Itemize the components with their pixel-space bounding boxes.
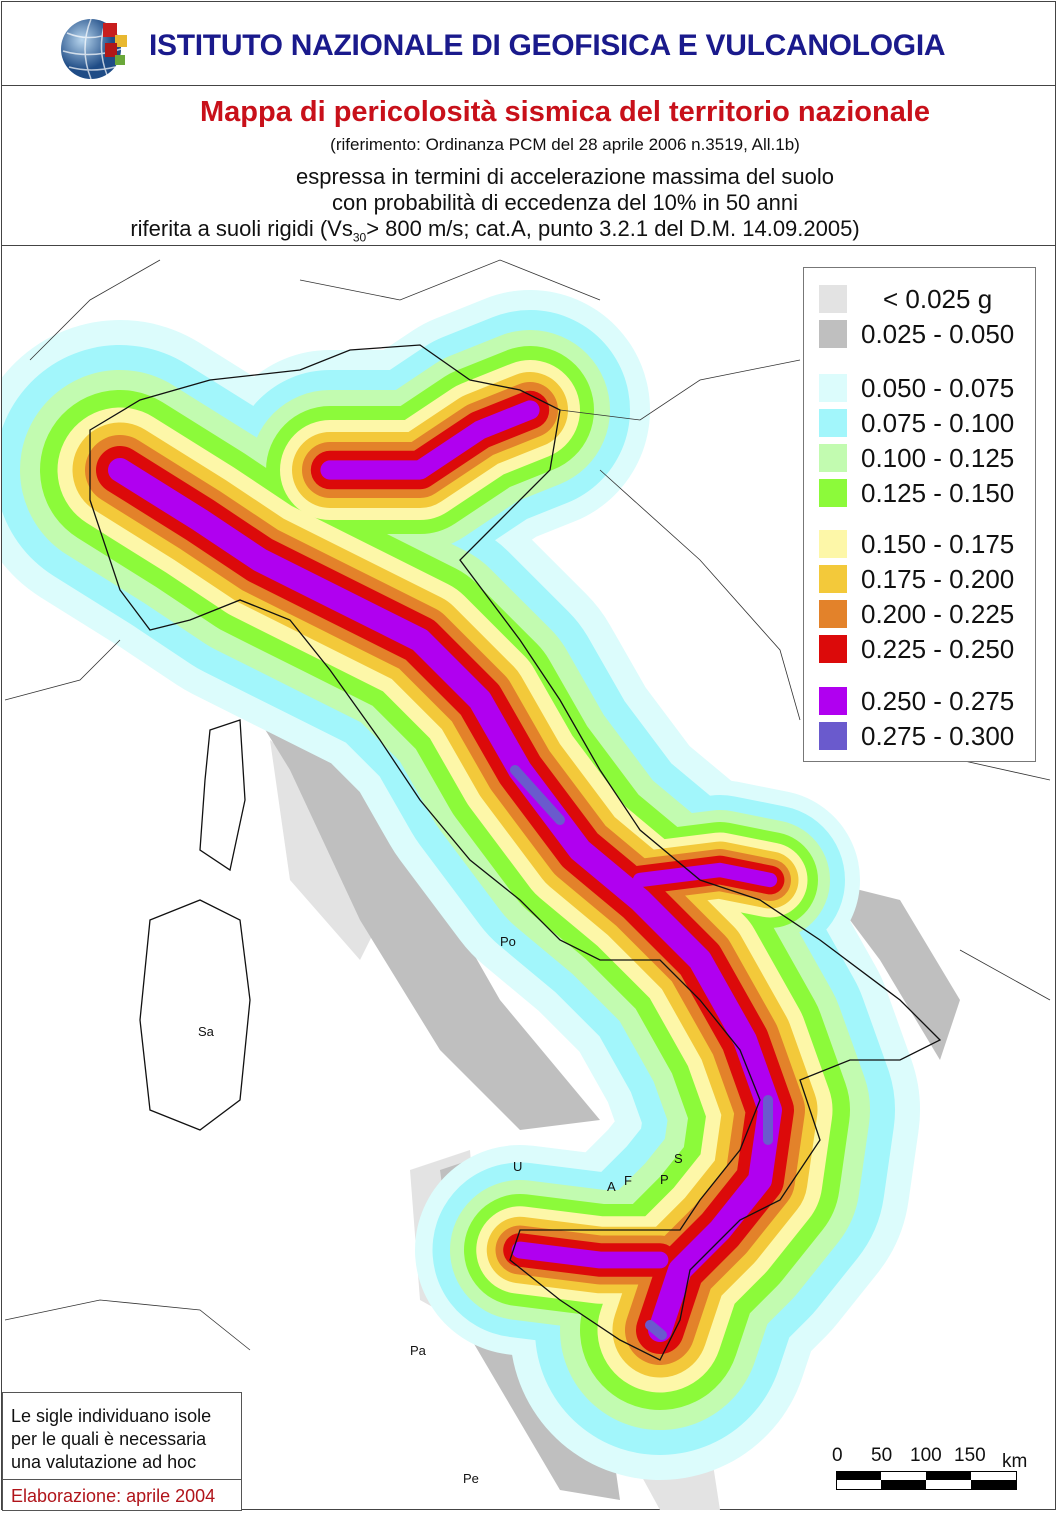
scale-tick: 100: [910, 1445, 942, 1466]
subtitle-line-2: con probabilità di eccedenza del 10% in …: [332, 190, 798, 215]
legend-swatch: [819, 285, 847, 313]
island-label-f: F: [624, 1173, 632, 1188]
map-title: Mappa di pericolosità sismica del territ…: [199, 96, 931, 128]
elaboration-date: Elaborazione: aprile 2004: [3, 1479, 241, 1513]
legend: < 0.025 g 0.025 - 0.050 0.050 - 0.075 0.075…: [803, 267, 1036, 762]
island-label-a: A: [607, 1179, 616, 1194]
note-line: Le sigle individuano isole: [11, 1406, 212, 1426]
legend-item: 0.125 - 0.150: [819, 478, 1014, 508]
legend-item: 0.175 - 0.200: [819, 564, 1014, 594]
note-line: per le quali è necessaria: [11, 1429, 207, 1449]
legend-swatch: [819, 565, 847, 593]
subtitle-line-3-a: riferita a suoli rigidi (Vs: [130, 216, 353, 241]
legend-swatch: [819, 722, 847, 750]
hazard-band: [511, 1241, 669, 1269]
scale-tick: 50: [871, 1445, 893, 1466]
island-label-po: Po: [500, 934, 516, 949]
institute-header: ISTITUTO NAZIONALE DI GEOFISICA E VULCAN…: [1, 1, 1056, 86]
legend-swatch: [819, 479, 847, 507]
island-label-pa: Pa: [410, 1343, 426, 1358]
legend-item: 0.250 - 0.275: [819, 686, 1014, 716]
zone-0025-0050: [820, 880, 960, 1060]
legend-item: 0.150 - 0.175: [819, 529, 1014, 559]
legend-item: < 0.025 g: [819, 284, 992, 314]
corsica-coast: [199, 719, 246, 872]
subtitle-line-3-b: > 800 m/s; cat.A, punto 3.2.1 del D.M. 1…: [366, 216, 860, 241]
legend-item: 0.075 - 0.100: [819, 408, 1014, 438]
scale-tick: 0: [832, 1445, 843, 1466]
legend-item: 0.100 - 0.125: [819, 443, 1014, 473]
legend-label: 0.275 - 0.300: [861, 720, 1015, 751]
scale-tick: 150: [954, 1445, 986, 1466]
zone-0025-0050: [210, 640, 600, 1130]
legend-swatch: [819, 444, 847, 472]
hazard-band-max: [645, 1320, 667, 1340]
institute-name: ISTITUTO NAZIONALE DI GEOFISICA E VULCAN…: [149, 29, 946, 62]
subtitle-line-3: riferita a suoli rigidi (Vs30> 800 m/s; …: [0, 216, 1059, 244]
legend-label: < 0.025 g: [883, 283, 993, 314]
legend-swatch: [819, 409, 847, 437]
borders: [4, 259, 1051, 1351]
note-line: una valutazione ad hoc: [11, 1452, 197, 1472]
legend-swatch: [819, 687, 847, 715]
legend-swatch: [819, 600, 847, 628]
scale-unit: km: [1002, 1451, 1028, 1472]
islands-note-box: Le sigle individuano isole per le quali …: [2, 1392, 242, 1511]
legend-item: 0.025 - 0.050: [819, 319, 1014, 349]
hazard-band: [632, 862, 778, 888]
legend-label: 0.100 - 0.125: [861, 442, 1015, 473]
legend-swatch: [819, 530, 847, 558]
island-label-s: S: [674, 1151, 683, 1166]
hazard-band: [320, 400, 540, 480]
map-reference: (riferimento: Ordinanza PCM del 28 april…: [330, 135, 800, 154]
legend-label: 0.150 - 0.175: [861, 528, 1015, 559]
sardinia-coast: [139, 899, 251, 1131]
legend-label: 0.075 - 0.100: [861, 407, 1015, 438]
legend-item: 0.050 - 0.075: [819, 373, 1014, 403]
ingv-logo-globe-icon: [61, 18, 127, 80]
hazard-band-max: [510, 765, 565, 825]
legend-item: 0.200 - 0.225: [819, 599, 1014, 629]
islands-note-text: Le sigle individuano isole per le quali …: [11, 1405, 211, 1474]
subtitle-line-1: espressa in termini di accelerazione mas…: [295, 164, 835, 189]
island-label-sa: Sa: [198, 1024, 214, 1039]
legend-label: 0.250 - 0.275: [861, 685, 1015, 716]
hazard-map: [2, 259, 1051, 1510]
legend-label: 0.125 - 0.150: [861, 477, 1015, 508]
scale-bar-graphic: [836, 1471, 1017, 1490]
legend-label: 0.175 - 0.200: [861, 563, 1015, 594]
legend-label: 0.200 - 0.225: [861, 598, 1015, 629]
vs-subscript: 30: [352, 230, 367, 245]
legend-swatch: [819, 320, 847, 348]
island-label-u: U: [513, 1159, 523, 1174]
island-label-p: P: [660, 1172, 669, 1187]
island-label-pe: Pe: [463, 1471, 479, 1486]
legend-swatch: [819, 374, 847, 402]
legend-label: 0.050 - 0.075: [861, 372, 1015, 403]
coastline: [89, 344, 942, 1361]
hazard-bands: [2, 290, 920, 1480]
hazard-band: [108, 458, 782, 1342]
legend-item: 0.275 - 0.300: [819, 721, 1014, 751]
title-block: [1, 86, 1056, 246]
legend-swatch: [819, 635, 847, 663]
legend-label: 0.225 - 0.250: [861, 633, 1015, 664]
legend-item: 0.225 - 0.250: [819, 634, 1014, 664]
legend-label: 0.025 - 0.050: [861, 318, 1015, 349]
